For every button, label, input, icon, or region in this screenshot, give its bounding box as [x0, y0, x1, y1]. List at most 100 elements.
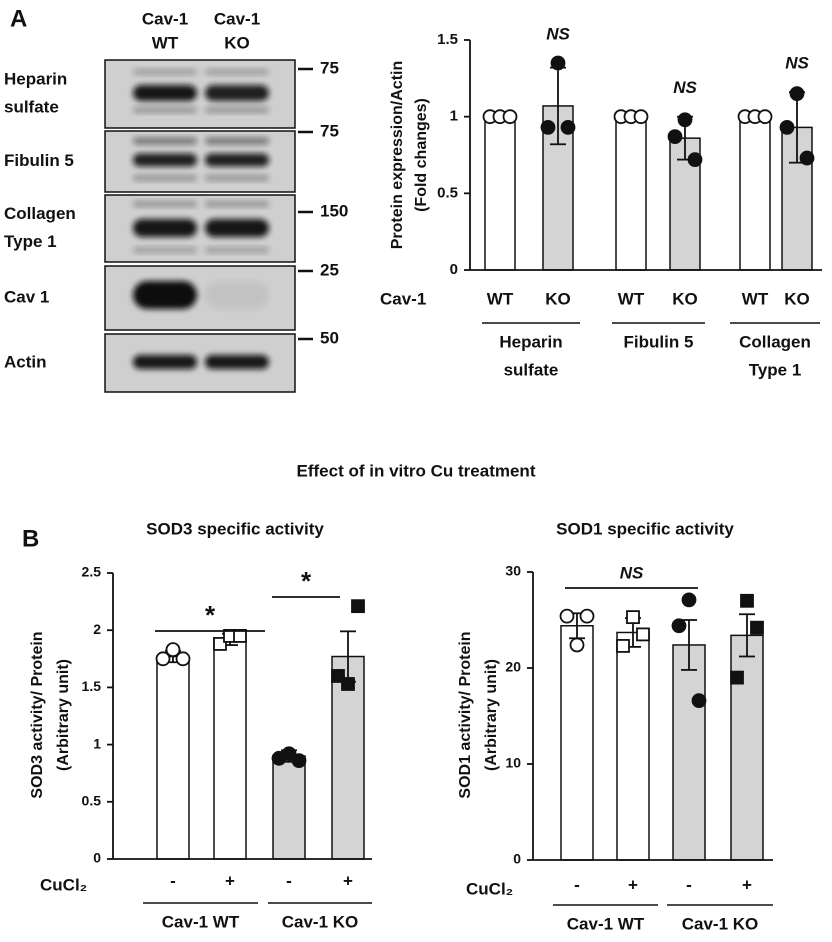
marker-label: 50: [320, 328, 339, 347]
x-tick-label: KO: [784, 289, 810, 308]
panel-label: B: [22, 525, 39, 552]
blot-band: [133, 247, 197, 253]
row-label: Actin: [4, 352, 47, 371]
y-tick-label: 0: [450, 261, 458, 278]
data-point: [667, 129, 683, 145]
row-label: Heparin: [4, 69, 67, 88]
bar: [615, 115, 647, 271]
group-label: Cav-1 WT: [162, 912, 240, 931]
x-tick-label: WT: [618, 289, 645, 308]
y-tick-label: 0.5: [437, 184, 458, 201]
group-label: Cav-1 WT: [567, 914, 645, 933]
data-point: [579, 608, 595, 624]
y-tick-label: 1: [93, 735, 101, 751]
panel-label: A: [10, 5, 27, 32]
blot-band: [205, 247, 269, 253]
data-point: [779, 120, 795, 135]
y-tick-label: 2.5: [82, 564, 102, 580]
bar: [560, 625, 594, 861]
group-label: Heparin: [499, 332, 562, 351]
data-point: [331, 669, 345, 683]
group-label: Collagen: [739, 332, 811, 351]
lane-label: Cav-1: [142, 9, 188, 28]
row-label: Collagen: [4, 204, 76, 223]
blot-band: [205, 219, 269, 237]
blot-band: [205, 153, 269, 167]
chart-title: SOD3 specific activity: [146, 519, 324, 538]
y-tick-label: 1: [450, 108, 458, 125]
bar: [672, 644, 706, 861]
blot-band: [205, 355, 269, 369]
blot-band: [205, 85, 269, 101]
group-label: Type 1: [749, 360, 802, 379]
marker-label: 75: [320, 121, 339, 140]
blot-band: [205, 281, 269, 309]
data-point: [569, 637, 585, 653]
x-tick-label: +: [628, 875, 638, 894]
bar: [272, 755, 306, 860]
y-tick-label: 0: [93, 850, 101, 866]
bar: [739, 115, 771, 271]
data-point: [233, 629, 247, 643]
data-point: [341, 677, 355, 691]
data-point: [633, 109, 649, 125]
data-point: [281, 746, 297, 762]
y-axis-label: SOD3 activity/ Protein: [29, 631, 46, 798]
data-point: [616, 639, 630, 653]
data-point: [626, 610, 640, 625]
data-point: [165, 642, 181, 658]
lane-label: Cav-1: [214, 9, 260, 28]
x-tick-label: -: [686, 875, 692, 894]
data-point: [740, 593, 754, 608]
bar: [484, 115, 516, 271]
y-tick-label: 20: [505, 659, 521, 675]
data-point: [757, 109, 773, 125]
blot-band: [133, 219, 197, 237]
bar: [156, 655, 190, 860]
blot-band: [133, 355, 197, 369]
y-axis-label: (Arbitrary unit): [55, 659, 72, 771]
data-point: [789, 86, 805, 102]
data-point: [681, 592, 697, 608]
blot-band: [205, 69, 269, 75]
group-label: Cav-1 KO: [282, 912, 359, 931]
data-point: [291, 753, 307, 769]
blot-band: [133, 107, 197, 113]
data-point: [687, 152, 703, 168]
x-tick-label: +: [742, 875, 752, 894]
bar: [616, 631, 650, 861]
data-point: [750, 620, 764, 635]
x-axis-label: CuCl₂: [466, 879, 513, 898]
data-point: [502, 109, 518, 125]
figure-title: Effect of in vitro Cu treatment: [297, 461, 536, 480]
blot-band: [205, 107, 269, 113]
annotation: NS: [785, 54, 809, 73]
x-tick-label: WT: [742, 289, 769, 308]
bar: [213, 638, 247, 860]
group-label: Fibulin 5: [624, 332, 694, 351]
annotation: NS: [673, 78, 697, 97]
data-point: [351, 599, 365, 614]
data-point: [540, 120, 556, 135]
annotation: NS: [546, 24, 570, 43]
y-tick-label: 0.5: [82, 793, 102, 809]
x-tick-label: KO: [545, 289, 571, 308]
blot-band: [133, 69, 197, 75]
blot-band: [133, 85, 197, 101]
x-tick-label: +: [225, 871, 235, 890]
data-point: [560, 120, 576, 135]
y-axis-label: (Fold changes): [413, 98, 430, 212]
data-point: [213, 637, 227, 651]
data-point: [677, 112, 693, 128]
data-point: [671, 618, 687, 634]
y-tick-label: 0: [513, 851, 521, 867]
row-label: Cav 1: [4, 287, 49, 306]
y-axis-label: (Arbitrary unit): [483, 659, 500, 771]
x-tick-label: +: [343, 871, 353, 890]
y-axis-label: SOD1 activity/ Protein: [457, 631, 474, 798]
data-point: [175, 651, 191, 667]
blot-band: [133, 175, 197, 181]
blot-band: [133, 153, 197, 167]
data-point: [559, 608, 575, 624]
x-tick-label: -: [170, 871, 176, 890]
